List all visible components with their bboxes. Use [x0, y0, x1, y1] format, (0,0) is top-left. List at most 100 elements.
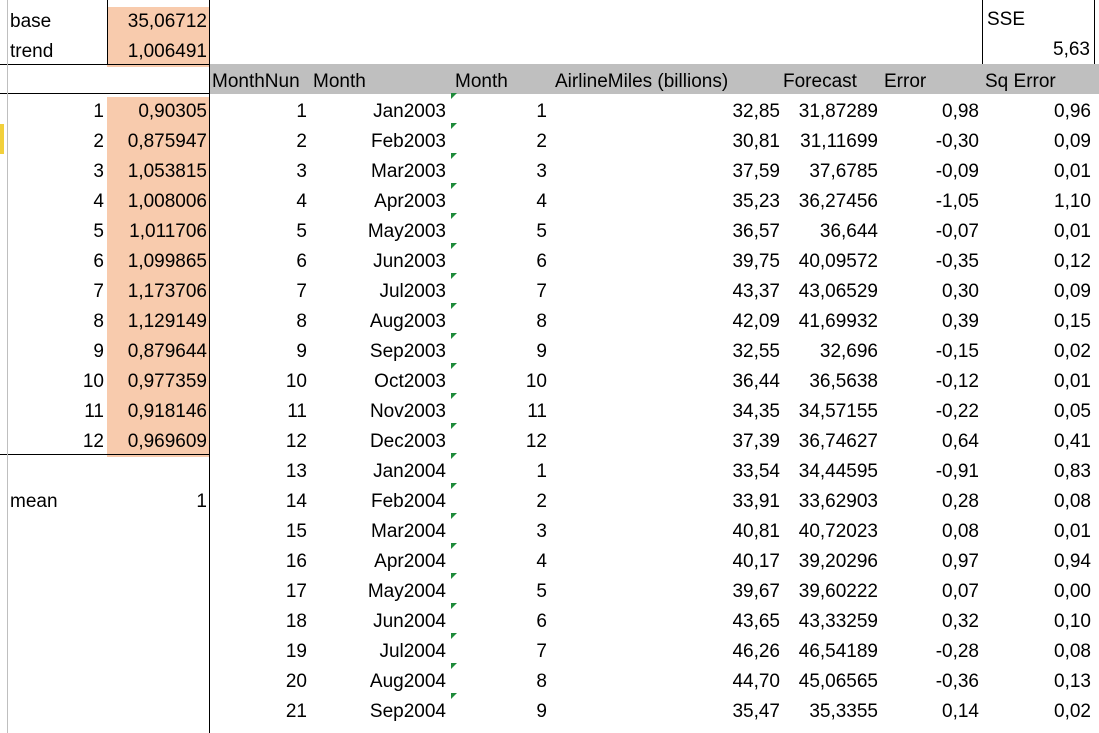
forecast-cell[interactable]: 41,69932 — [798, 311, 878, 332]
forecast-cell[interactable]: 40,72023 — [798, 521, 878, 542]
airline-miles-cell[interactable]: 42,09 — [732, 311, 780, 332]
airline-miles-cell[interactable]: 35,47 — [732, 701, 780, 722]
airline-miles-cell[interactable]: 40,17 — [732, 551, 780, 572]
seasonal-index-number[interactable]: 9 — [93, 341, 104, 362]
error-cell[interactable]: 0,98 — [942, 101, 979, 122]
month-index-cell[interactable]: 12 — [525, 431, 547, 452]
error-cell[interactable]: -0,12 — [935, 371, 979, 392]
month-number-cell[interactable]: 3 — [296, 161, 307, 182]
airline-miles-cell[interactable]: 46,26 — [732, 641, 780, 662]
month-number-cell[interactable]: 20 — [285, 671, 307, 692]
error-cell[interactable]: 0,32 — [942, 611, 979, 632]
mean-label[interactable]: mean — [10, 491, 58, 512]
sq-error-cell[interactable]: 0,01 — [1054, 521, 1091, 542]
month-index-cell[interactable]: 9 — [536, 341, 547, 362]
sq-error-cell[interactable]: 0,08 — [1054, 641, 1091, 662]
forecast-cell[interactable]: 43,33259 — [798, 611, 878, 632]
seasonal-index-number[interactable]: 5 — [93, 221, 104, 242]
trend-value-cell[interactable]: 1,006491 — [107, 37, 210, 67]
mean-value[interactable]: 1 — [196, 491, 207, 512]
error-cell[interactable]: -0,15 — [935, 341, 979, 362]
airline-miles-cell[interactable]: 39,75 — [732, 251, 780, 272]
forecast-cell[interactable]: 32,696 — [819, 341, 878, 362]
month-index-cell[interactable]: 9 — [536, 701, 547, 722]
month-name-cell[interactable]: Mar2004 — [371, 521, 446, 542]
month-number-cell[interactable]: 12 — [285, 431, 307, 452]
seasonal-factor-cell[interactable]: 1,011706 — [107, 217, 210, 247]
month-number-cell[interactable]: 11 — [287, 401, 307, 422]
sq-error-cell[interactable]: 0,01 — [1054, 371, 1091, 392]
seasonal-factor-cell[interactable]: 0,977359 — [107, 367, 210, 397]
forecast-cell[interactable]: 45,06565 — [798, 671, 878, 692]
base-value-cell[interactable]: 35,06712 — [107, 7, 210, 37]
forecast-cell[interactable]: 40,09572 — [798, 251, 878, 272]
error-cell[interactable]: 0,30 — [942, 281, 979, 302]
month-name-cell[interactable]: Jan2003 — [373, 101, 446, 122]
month-number-cell[interactable]: 6 — [296, 251, 307, 272]
month-name-cell[interactable]: Apr2003 — [374, 191, 446, 212]
sq-error-cell[interactable]: 0,01 — [1054, 221, 1091, 242]
month-name-cell[interactable]: Nov2003 — [369, 401, 446, 422]
error-cell[interactable]: 0,28 — [942, 491, 979, 512]
error-cell[interactable]: -0,28 — [935, 641, 979, 662]
seasonal-index-number[interactable]: 6 — [93, 251, 104, 272]
seasonal-factor-cell[interactable]: 1,129149 — [107, 307, 210, 337]
month-number-cell[interactable]: 15 — [285, 521, 307, 542]
seasonal-index-number[interactable]: 11 — [84, 401, 104, 422]
airline-miles-cell[interactable]: 33,91 — [732, 491, 780, 512]
seasonal-index-number[interactable]: 1 — [93, 101, 104, 122]
month-number-cell[interactable]: 13 — [285, 461, 307, 482]
month-number-cell[interactable]: 18 — [285, 611, 307, 632]
error-cell[interactable]: -0,36 — [935, 671, 979, 692]
month-name-cell[interactable]: Feb2003 — [370, 131, 446, 152]
forecast-cell[interactable]: 35,3355 — [809, 701, 878, 722]
forecast-cell[interactable]: 36,74627 — [798, 431, 878, 452]
error-cell[interactable]: 0,08 — [942, 521, 979, 542]
month-index-cell[interactable]: 8 — [536, 311, 547, 332]
sq-error-cell[interactable]: 0,05 — [1054, 401, 1091, 422]
error-cell[interactable]: -0,91 — [935, 461, 979, 482]
header-sq-error[interactable]: Sq Error — [985, 71, 1056, 92]
error-cell[interactable]: 0,97 — [942, 551, 979, 572]
trend-label[interactable]: trend — [10, 41, 54, 62]
sq-error-cell[interactable]: 0,09 — [1054, 131, 1091, 152]
airline-miles-cell[interactable]: 35,23 — [732, 191, 780, 212]
month-index-cell[interactable]: 5 — [536, 581, 547, 602]
seasonal-index-number[interactable]: 7 — [93, 281, 104, 302]
month-number-cell[interactable]: 4 — [296, 191, 307, 212]
sq-error-cell[interactable]: 0,00 — [1054, 581, 1091, 602]
month-number-cell[interactable]: 17 — [285, 581, 307, 602]
month-number-cell[interactable]: 19 — [285, 641, 307, 662]
airline-miles-cell[interactable]: 34,35 — [732, 401, 780, 422]
base-label[interactable]: base — [10, 11, 52, 32]
seasonal-factor-cell[interactable]: 0,879644 — [107, 337, 210, 367]
month-index-cell[interactable]: 10 — [525, 371, 547, 392]
airline-miles-cell[interactable]: 39,67 — [732, 581, 780, 602]
error-cell[interactable]: -0,30 — [935, 131, 979, 152]
sq-error-cell[interactable]: 0,02 — [1054, 701, 1091, 722]
error-cell[interactable]: 0,14 — [942, 701, 979, 722]
header-month-index[interactable]: Month — [455, 71, 508, 92]
forecast-cell[interactable]: 31,87289 — [798, 101, 878, 122]
month-number-cell[interactable]: 16 — [285, 551, 307, 572]
airline-miles-cell[interactable]: 32,85 — [732, 101, 780, 122]
sq-error-cell[interactable]: 0,08 — [1054, 491, 1091, 512]
month-name-cell[interactable]: May2003 — [367, 221, 446, 242]
month-index-cell[interactable]: 3 — [536, 161, 547, 182]
airline-miles-cell[interactable]: 36,44 — [732, 371, 780, 392]
sq-error-cell[interactable]: 0,94 — [1054, 551, 1091, 572]
month-index-cell[interactable]: 7 — [536, 641, 547, 662]
month-index-cell[interactable]: 6 — [536, 251, 547, 272]
sq-error-cell[interactable]: 0,01 — [1054, 161, 1091, 182]
sq-error-cell[interactable]: 0,13 — [1054, 671, 1091, 692]
forecast-cell[interactable]: 33,62903 — [798, 491, 878, 512]
month-index-cell[interactable]: 4 — [536, 551, 547, 572]
sq-error-cell[interactable]: 0,10 — [1054, 611, 1091, 632]
forecast-cell[interactable]: 34,57155 — [798, 401, 878, 422]
seasonal-factor-cell[interactable]: 0,969609 — [107, 427, 210, 457]
month-name-cell[interactable]: Jul2003 — [379, 281, 446, 302]
seasonal-index-number[interactable]: 12 — [82, 431, 104, 452]
month-index-cell[interactable]: 3 — [536, 521, 547, 542]
month-name-cell[interactable]: Mar2003 — [371, 161, 446, 182]
sq-error-cell[interactable]: 0,02 — [1054, 341, 1091, 362]
